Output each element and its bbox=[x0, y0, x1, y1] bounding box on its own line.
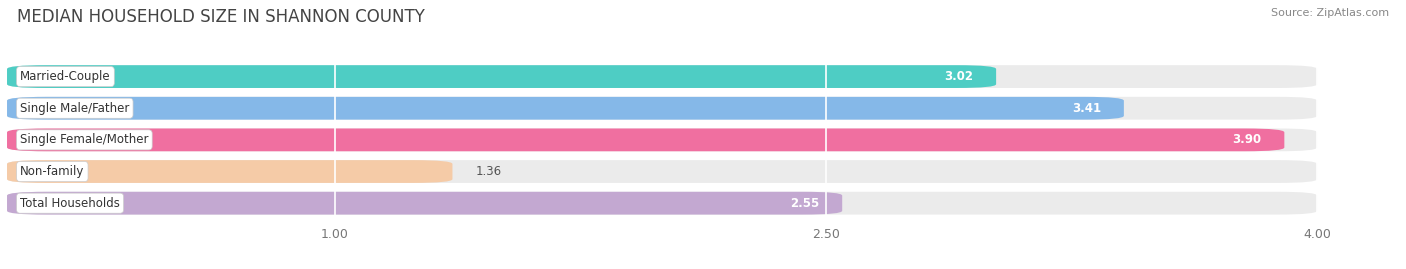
FancyBboxPatch shape bbox=[7, 192, 842, 215]
FancyBboxPatch shape bbox=[7, 192, 1317, 215]
FancyBboxPatch shape bbox=[7, 97, 1317, 120]
FancyBboxPatch shape bbox=[7, 65, 1317, 88]
FancyBboxPatch shape bbox=[7, 129, 1284, 151]
FancyBboxPatch shape bbox=[7, 160, 1317, 183]
Text: Non-family: Non-family bbox=[20, 165, 84, 178]
Text: MEDIAN HOUSEHOLD SIZE IN SHANNON COUNTY: MEDIAN HOUSEHOLD SIZE IN SHANNON COUNTY bbox=[17, 8, 425, 26]
FancyBboxPatch shape bbox=[7, 65, 995, 88]
Text: 2.55: 2.55 bbox=[790, 197, 820, 210]
Text: 3.02: 3.02 bbox=[945, 70, 973, 83]
Text: 3.90: 3.90 bbox=[1232, 133, 1261, 146]
Text: 1.36: 1.36 bbox=[475, 165, 502, 178]
Text: Married-Couple: Married-Couple bbox=[20, 70, 111, 83]
FancyBboxPatch shape bbox=[7, 97, 1123, 120]
FancyBboxPatch shape bbox=[7, 129, 1317, 151]
FancyBboxPatch shape bbox=[7, 160, 453, 183]
Text: 3.41: 3.41 bbox=[1071, 102, 1101, 115]
Text: Single Female/Mother: Single Female/Mother bbox=[20, 133, 149, 146]
Text: Single Male/Father: Single Male/Father bbox=[20, 102, 129, 115]
Text: Source: ZipAtlas.com: Source: ZipAtlas.com bbox=[1271, 8, 1389, 18]
Text: Total Households: Total Households bbox=[20, 197, 120, 210]
